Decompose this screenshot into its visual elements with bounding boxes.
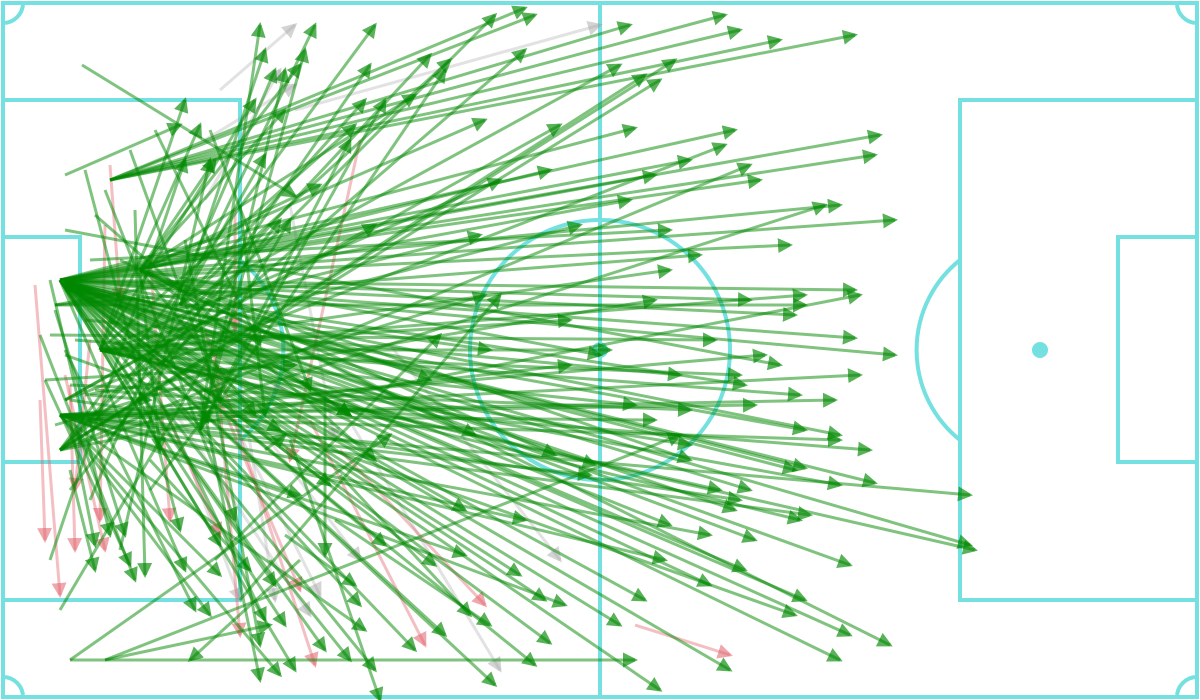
pass-arrow-success	[198, 22, 266, 431]
pass-arrow-success	[68, 419, 101, 548]
pass-arrow-success	[109, 25, 743, 182]
pass-series-success	[38, 5, 978, 700]
pass-arrow-success	[187, 558, 302, 663]
pass-arrow-success	[44, 358, 298, 382]
pass-arrow-fail	[37, 399, 53, 543]
corner-arc-bottom-left	[2, 675, 25, 698]
pass-arrow-success	[48, 157, 189, 561]
pass-arrow-success	[288, 439, 384, 700]
pass-arrow-success	[64, 288, 493, 356]
pass-arrow-success	[148, 458, 253, 573]
pass-arrow-success	[138, 62, 302, 271]
pass-arrow-success	[264, 433, 288, 452]
passes-layer	[33, 5, 978, 700]
pass-arrow-success	[338, 473, 473, 618]
pass-arrow-success	[59, 413, 303, 499]
pass-arrow-success	[128, 149, 223, 403]
pass-arrow-success	[64, 228, 783, 371]
pass-arrow-success	[59, 289, 863, 452]
pass-arrow-success	[139, 117, 488, 272]
pass-arrow-success	[59, 413, 813, 521]
pass-arrow-success	[64, 122, 183, 177]
pass-arrow-success	[109, 12, 538, 182]
pass-arrow-success	[174, 230, 483, 312]
pass-arrow-success	[109, 29, 858, 182]
pass-arrow-success	[49, 332, 718, 348]
pass-arrow-success	[84, 318, 683, 382]
pass-arrow-success	[104, 432, 683, 662]
pass-arrow-success	[118, 157, 215, 551]
pass-arrow-success	[153, 129, 262, 348]
pass-arrow-success	[74, 338, 803, 402]
pass-arrow-success	[103, 189, 238, 523]
pass-arrow-success	[109, 338, 283, 432]
pass-arrow-success	[94, 213, 378, 462]
pass-arrow-fail	[634, 623, 733, 659]
pass-arrow-success	[148, 407, 212, 491]
right-penalty-spot	[1032, 342, 1048, 358]
pass-arrow-success	[208, 129, 313, 393]
pass-arrow-success	[68, 469, 100, 573]
pass-arrow-success	[104, 620, 273, 662]
pass-arrow-success	[99, 348, 638, 412]
pass-arrow-success	[59, 413, 528, 525]
pass-arrow-success	[94, 388, 873, 457]
pass-arrow-success	[59, 348, 768, 417]
pass-arrow-success	[89, 223, 673, 262]
pass-arrow-success	[53, 309, 129, 538]
pass-arrow-success	[198, 97, 387, 431]
pass-arrow-success	[99, 348, 723, 495]
pass-arrow-success	[59, 278, 523, 577]
pass-arrow-success	[69, 398, 743, 506]
corner-arc-bottom-right	[1175, 675, 1198, 698]
pass-arrow-success	[153, 389, 267, 623]
right-six-yard-box	[1116, 235, 1199, 464]
pass-arrow-success	[109, 5, 528, 182]
right-penalty-arc	[914, 258, 962, 442]
pass-arrow-success	[59, 413, 713, 541]
pass-arrow-success	[178, 97, 368, 307]
pass-arrow-success	[59, 58, 678, 452]
pass-arrow-success	[284, 533, 358, 587]
pass-arrow-success	[84, 298, 808, 436]
pass-arrow-success	[198, 389, 265, 683]
pass-arrow-success	[79, 169, 658, 282]
pass-arrow-success	[238, 204, 272, 418]
corner-arc-top-right	[1175, 2, 1198, 25]
pass-arrow-success	[178, 152, 267, 306]
pass-arrow-success	[219, 328, 353, 417]
pass-arrow-success	[83, 169, 185, 533]
left-six-yard-box	[1, 235, 82, 464]
pass-arrow-success	[109, 21, 633, 182]
pass-arrow-success	[54, 291, 488, 427]
pass-arrow-success	[98, 97, 189, 351]
corner-arc-top-left	[2, 2, 25, 25]
